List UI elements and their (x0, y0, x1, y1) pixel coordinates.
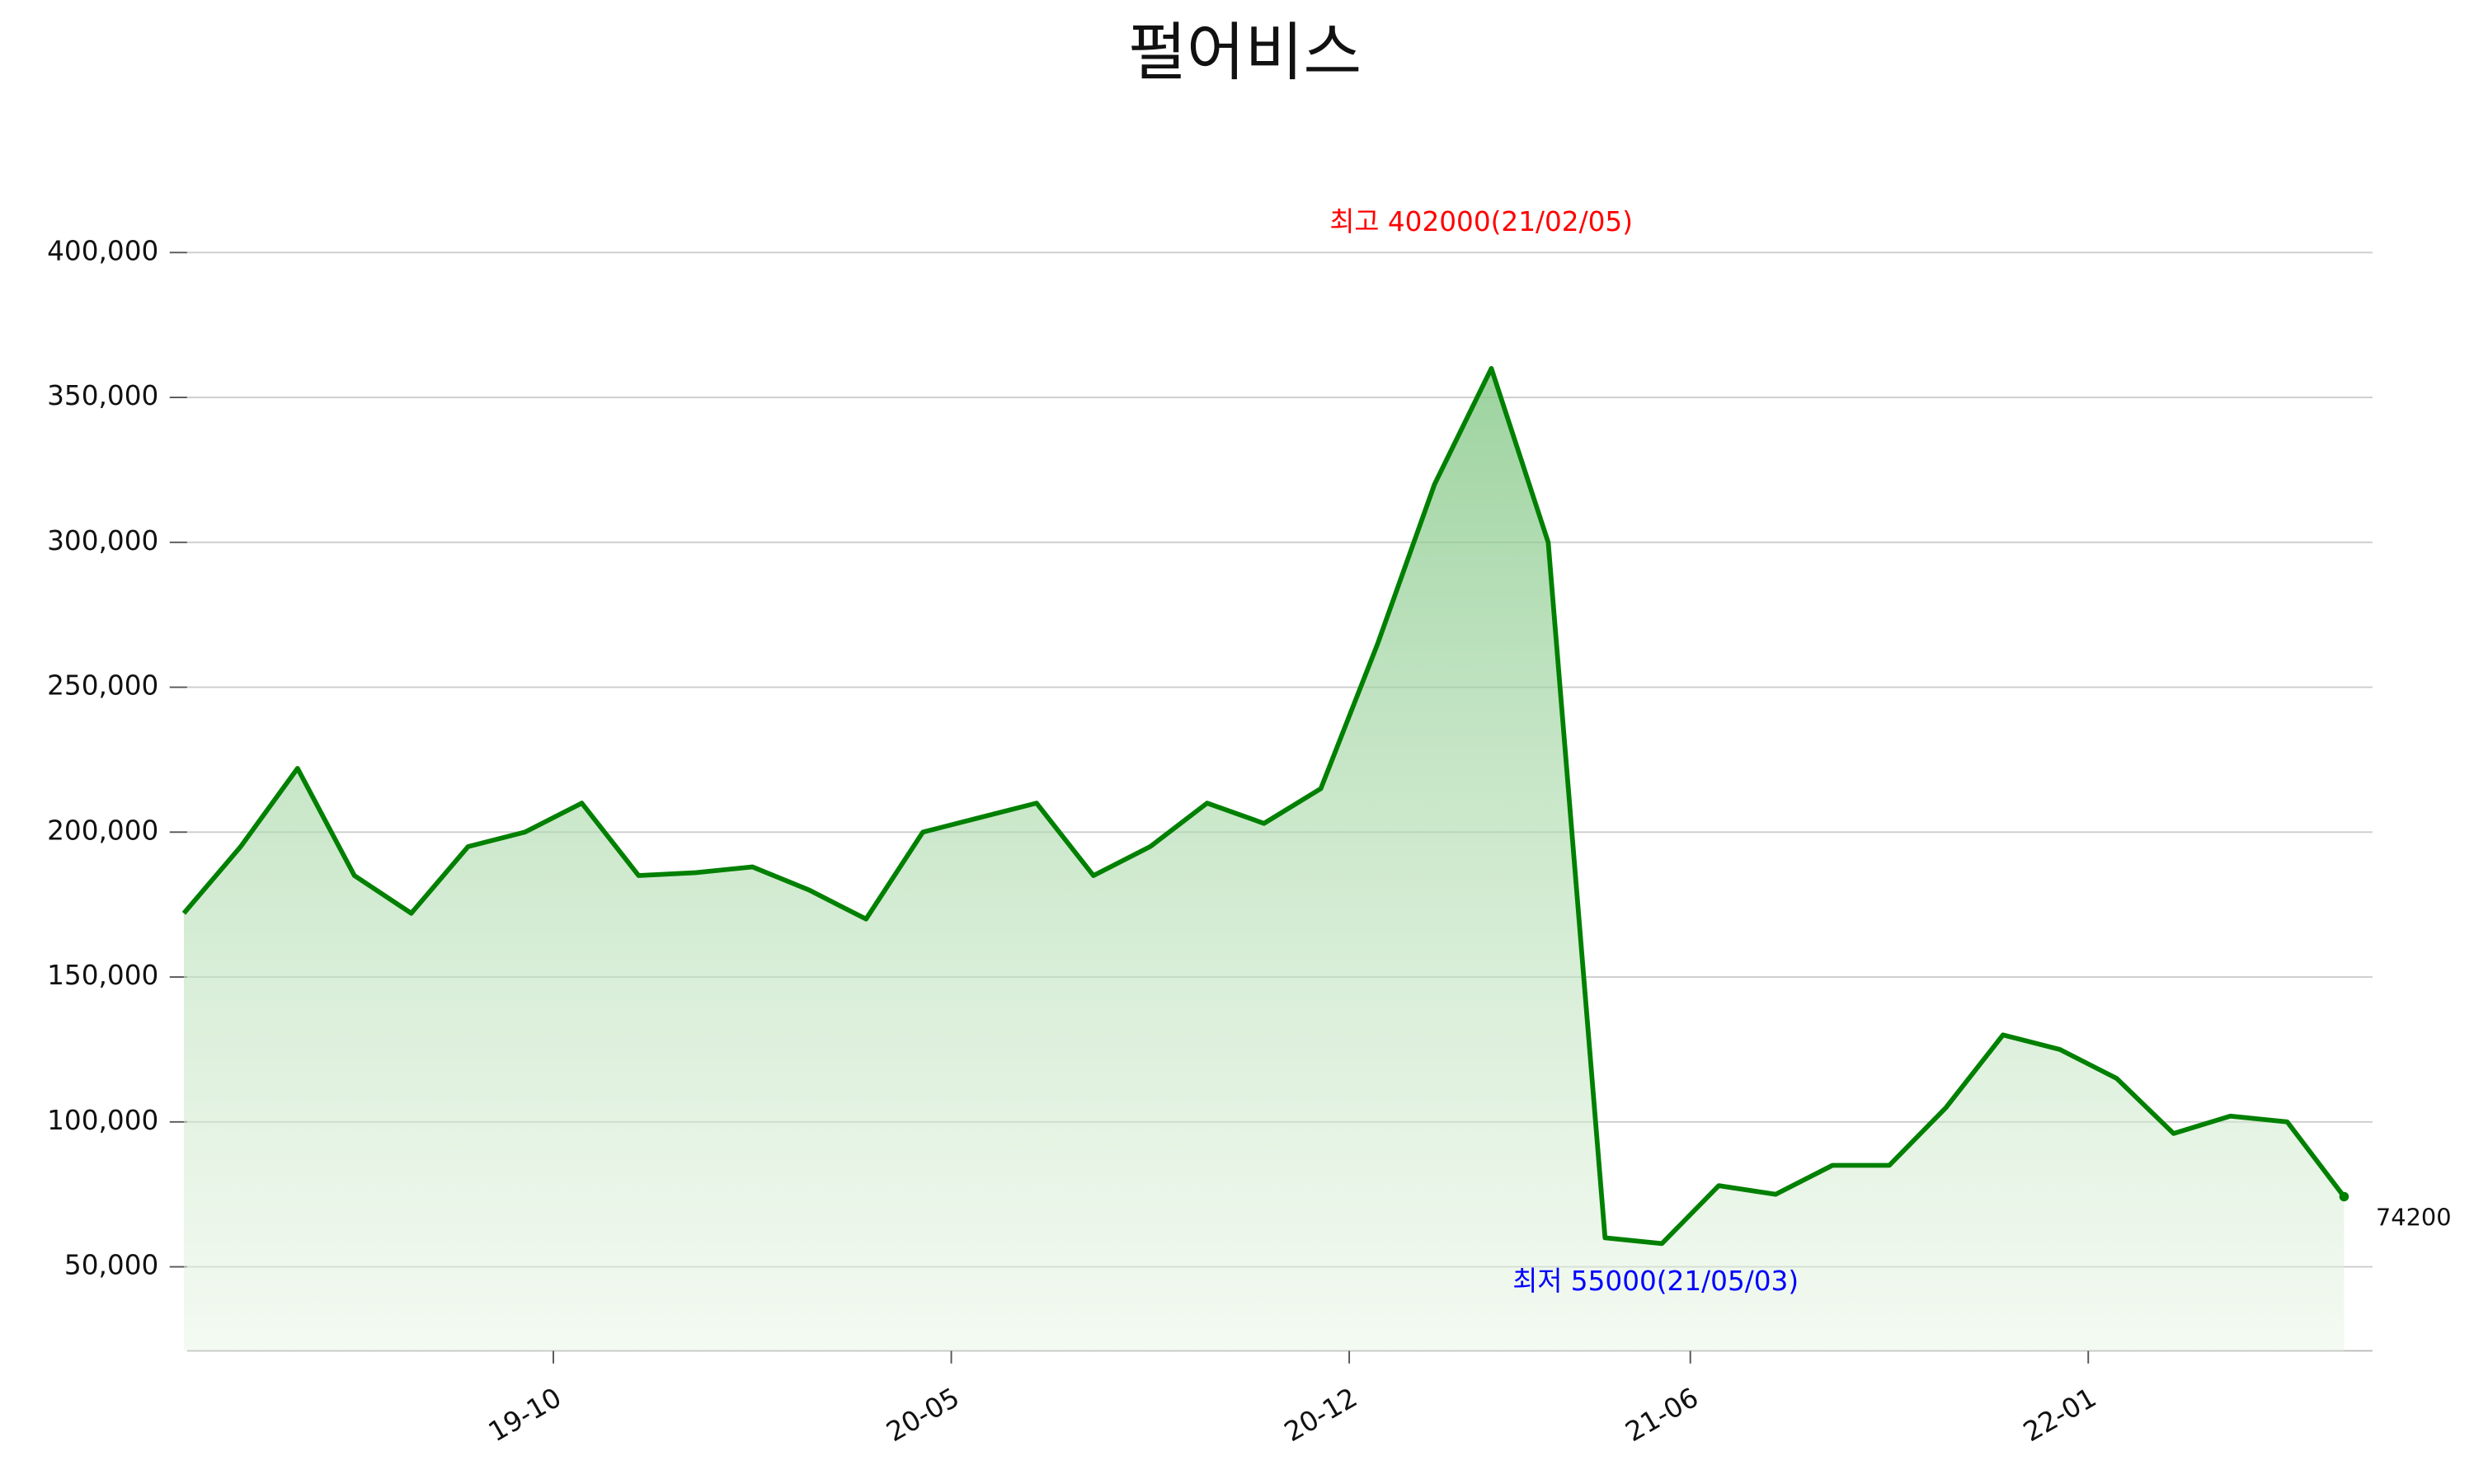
x-tick-label: 22-01 (2018, 1382, 2101, 1448)
y-tick-label: 100,000 (47, 1105, 158, 1136)
y-tick-label: 250,000 (47, 670, 158, 702)
y-tick-label: 200,000 (47, 815, 158, 846)
y-tick-label: 150,000 (47, 960, 158, 991)
x-tick-label: 19-10 (483, 1382, 567, 1448)
chart-title: 펄어비스 (1128, 16, 1362, 90)
annotation: 최고 402000(21/02/05) (1329, 206, 1633, 237)
x-tick-label: 21-06 (1620, 1382, 1704, 1448)
area (183, 368, 2345, 1351)
line (181, 366, 2346, 1247)
y-tick-label: 50,000 (64, 1250, 158, 1281)
y-tick-label: 400,000 (47, 235, 158, 266)
end-label: 74200 (2376, 1203, 2452, 1231)
annotation: 최저 55000(21/05/03) (1512, 1266, 1799, 1297)
y-tick-label: 300,000 (47, 525, 158, 556)
x-tick-label: 20-12 (1279, 1382, 1362, 1448)
x-tick-label: 20-05 (881, 1382, 964, 1448)
y-tick-label: 350,000 (47, 380, 158, 411)
end-point (2339, 1191, 2349, 1202)
